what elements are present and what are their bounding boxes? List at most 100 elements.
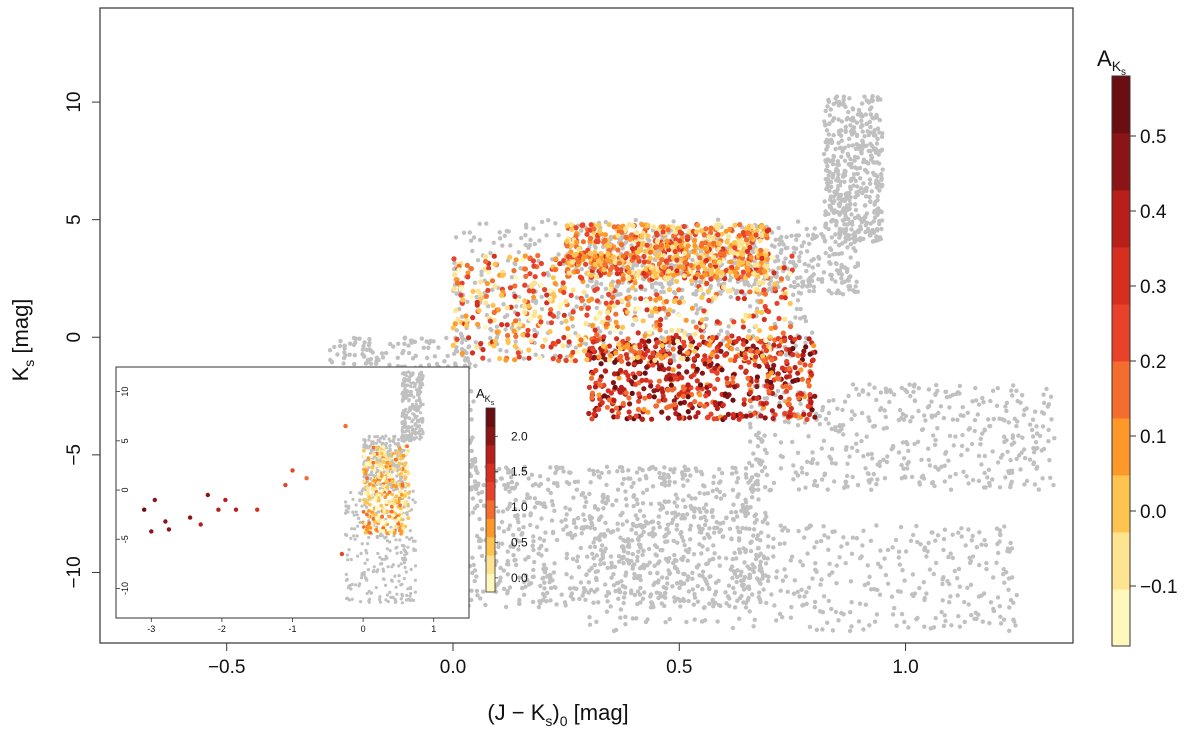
main-grid-point xyxy=(685,577,690,583)
main-grid-point xyxy=(575,554,580,559)
main-grid-point xyxy=(823,209,828,214)
main-grid-point xyxy=(885,454,890,459)
main-grid-point xyxy=(756,473,761,478)
main-grid-point xyxy=(570,597,576,602)
main-grid-point xyxy=(833,146,838,152)
main-grid-point xyxy=(352,361,357,367)
main-star-point xyxy=(790,352,796,358)
main-grid-point xyxy=(804,249,810,254)
main-grid-point xyxy=(851,175,856,181)
main-star-point xyxy=(601,393,608,399)
main-grid-point xyxy=(836,618,841,623)
main-star-point xyxy=(475,288,481,294)
main-grid-point xyxy=(585,283,590,289)
main-grid-point xyxy=(603,520,608,526)
main-grid-point xyxy=(632,296,638,301)
main-grid-point xyxy=(732,571,738,576)
main-grid-point xyxy=(859,438,864,444)
main-grid-point xyxy=(830,118,835,123)
main-grid-point xyxy=(714,487,719,492)
main-grid-point xyxy=(830,570,835,575)
main-grid-point xyxy=(879,226,884,232)
main-grid-point xyxy=(649,600,654,605)
main-grid-point xyxy=(673,514,678,519)
main-grid-point xyxy=(855,215,861,220)
main-grid-point xyxy=(483,602,488,608)
main-star-point xyxy=(638,296,644,302)
main-grid-point xyxy=(830,199,835,205)
main-grid-point xyxy=(829,460,835,466)
main-grid-point xyxy=(712,530,717,535)
main-grid-point xyxy=(867,181,873,186)
main-star-point xyxy=(520,332,526,338)
main-star-point xyxy=(807,392,813,398)
main-star-point xyxy=(673,410,679,417)
main-grid-point xyxy=(539,219,545,225)
main-grid-point xyxy=(480,527,485,532)
main-grid-point xyxy=(732,590,737,595)
main-grid-point xyxy=(829,291,834,296)
main-star-point xyxy=(611,371,618,377)
main-grid-point xyxy=(674,558,679,563)
main-grid-point xyxy=(1001,572,1006,577)
main-grid-point xyxy=(675,581,680,586)
main-grid-point xyxy=(479,269,484,274)
main-star-point xyxy=(478,279,484,285)
main-star-point xyxy=(786,401,792,407)
main-grid-point xyxy=(765,578,771,584)
main-grid-point xyxy=(675,496,680,501)
main-star-point xyxy=(702,403,708,409)
main-grid-point xyxy=(691,291,696,297)
main-grid-point xyxy=(981,485,987,490)
main-grid-point xyxy=(879,134,885,139)
main-grid-point xyxy=(536,604,542,610)
main-grid-point xyxy=(849,165,854,170)
main-grid-point xyxy=(933,538,938,543)
main-star-point xyxy=(685,409,691,415)
main-grid-point xyxy=(564,524,569,529)
main-grid-point xyxy=(879,406,884,411)
main-grid-point xyxy=(666,474,672,480)
main-grid-point xyxy=(624,519,630,524)
main-grid-point xyxy=(1041,392,1046,397)
main-grid-point xyxy=(1045,404,1051,409)
main-star-point xyxy=(512,343,518,349)
main-grid-point xyxy=(651,526,656,531)
main-grid-point xyxy=(770,230,775,235)
main-grid-point xyxy=(846,284,851,289)
main-grid-point xyxy=(459,340,465,345)
main-grid-point xyxy=(529,472,535,477)
main-grid-point xyxy=(472,568,478,573)
main-grid-point xyxy=(965,410,970,415)
main-grid-point xyxy=(788,615,794,620)
main-grid-point xyxy=(866,471,871,477)
main-grid-point xyxy=(899,385,904,391)
main-grid-point xyxy=(559,519,564,524)
main-grid-point xyxy=(827,121,832,127)
main-grid-point xyxy=(751,527,757,532)
main-grid-point xyxy=(812,599,818,605)
main-star-point xyxy=(804,416,810,422)
main-grid-point xyxy=(942,463,947,468)
main-grid-point xyxy=(976,478,982,484)
main-grid-point xyxy=(374,355,379,360)
main-grid-point xyxy=(442,359,447,364)
main-grid-point xyxy=(772,432,778,438)
main-grid-point xyxy=(640,525,645,530)
main-star-point xyxy=(657,295,663,301)
main-star-point xyxy=(706,297,712,304)
main-grid-point xyxy=(933,615,938,621)
main-grid-point xyxy=(338,338,343,344)
main-star-point xyxy=(662,337,668,343)
main-grid-point xyxy=(548,465,553,470)
main-star-point xyxy=(714,405,721,412)
main-star-point xyxy=(532,309,538,315)
main-star-point xyxy=(515,350,521,356)
main-star-point xyxy=(782,316,788,322)
main-star-point xyxy=(799,391,805,397)
main-grid-point xyxy=(841,612,846,617)
main-grid-point xyxy=(702,536,707,541)
main-grid-point xyxy=(710,599,716,604)
main-grid-point xyxy=(828,456,834,462)
main-grid-point xyxy=(955,417,960,423)
